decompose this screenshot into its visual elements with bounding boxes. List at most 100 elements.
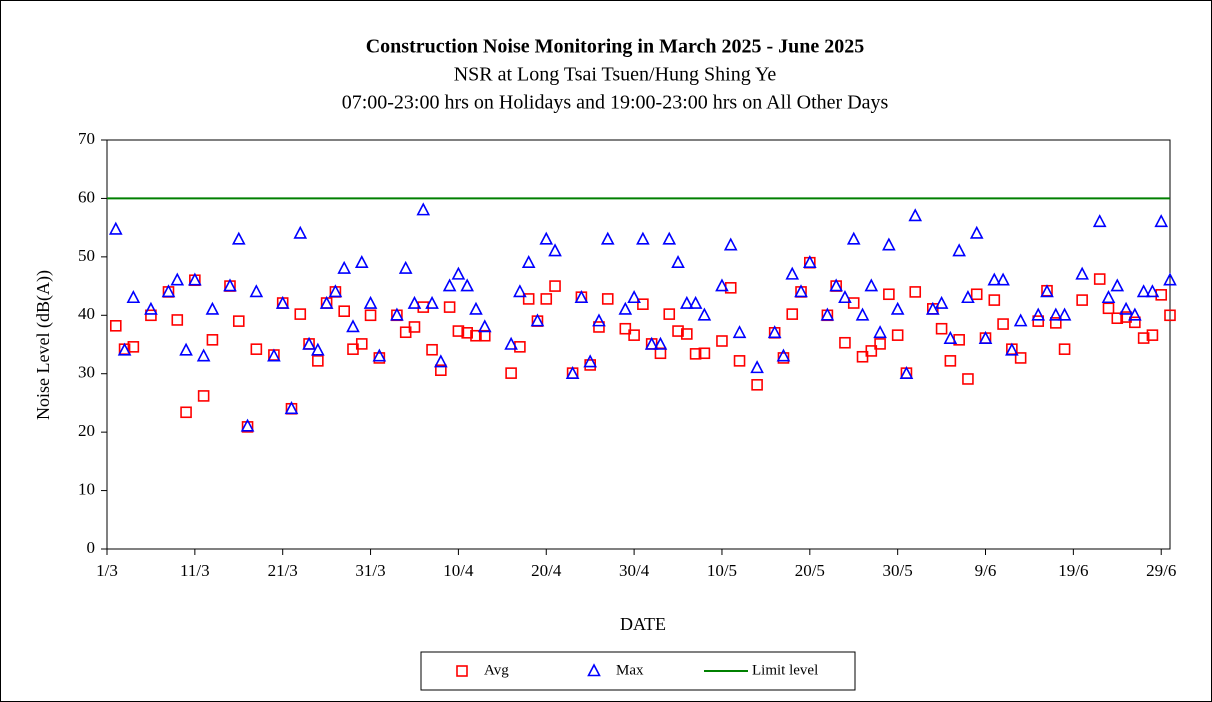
marker-triangle [934, 295, 949, 309]
marker-square [452, 325, 465, 337]
marker-triangle [231, 231, 246, 245]
marker-square [408, 321, 421, 333]
marker-square [180, 406, 192, 419]
marker-triangle [776, 348, 791, 362]
marker-square [338, 305, 350, 317]
x-tick-label: 10/4 [443, 561, 474, 580]
x-tick-label: 30/5 [883, 561, 913, 580]
marker-triangle [943, 330, 958, 344]
legend-label: Max [616, 662, 644, 678]
marker-triangle [398, 260, 413, 274]
marker-triangle [583, 354, 598, 368]
marker-triangle [864, 278, 879, 292]
marker-square [883, 288, 895, 301]
x-tick-label: 20/4 [531, 561, 562, 580]
marker-triangle [477, 319, 492, 333]
marker-square [109, 320, 122, 332]
marker-square [944, 355, 957, 367]
marker-square [1049, 317, 1062, 329]
marker-triangle [161, 284, 176, 298]
marker-triangle [688, 295, 703, 309]
marker-triangle [697, 307, 712, 321]
marker-triangle [521, 254, 536, 269]
marker-square [250, 343, 263, 355]
marker-triangle [794, 284, 808, 298]
marker-square [786, 308, 799, 320]
marker-triangle [1031, 307, 1046, 321]
marker-square [1093, 273, 1106, 285]
marker-square [540, 293, 553, 305]
marker-square [505, 367, 517, 379]
marker-square [874, 338, 886, 350]
marker-triangle [899, 365, 914, 380]
x-tick-label: 9/6 [975, 561, 997, 580]
marker-triangle [223, 278, 237, 292]
marker-triangle [767, 325, 782, 339]
marker-triangle [126, 290, 141, 304]
marker-square [355, 338, 368, 350]
marker-triangle [425, 295, 439, 309]
marker-triangle [302, 336, 316, 350]
marker-square [461, 327, 473, 339]
marker-triangle [671, 254, 685, 269]
legend-label: Limit level [752, 662, 818, 678]
marker-triangle [873, 325, 887, 339]
marker-triangle [108, 221, 123, 235]
marker-square [549, 280, 561, 292]
marker-square [601, 293, 614, 305]
marker-square [1137, 332, 1150, 344]
marker-triangle [249, 284, 264, 298]
marker-square [1102, 302, 1115, 315]
marker-triangle [732, 325, 747, 339]
marker-triangle [802, 254, 817, 269]
x-tick-label: 11/3 [180, 561, 210, 580]
marker-triangle [644, 336, 659, 350]
x-axis-label: DATE [620, 614, 666, 634]
marker-square [839, 336, 851, 349]
marker-triangle [1154, 214, 1169, 228]
marker-square [1164, 309, 1176, 322]
x-tick-label: 19/6 [1058, 561, 1088, 580]
marker-square [206, 334, 219, 346]
marker-triangle [1057, 307, 1072, 321]
legend-label: Avg [484, 662, 509, 678]
marker-triangle [504, 336, 518, 350]
marker-triangle [205, 301, 220, 315]
marker-triangle [996, 272, 1010, 286]
marker-square [777, 352, 790, 364]
marker-triangle [416, 202, 431, 216]
marker-triangle [513, 284, 527, 298]
marker-square [1111, 312, 1124, 325]
marker-square [698, 347, 711, 360]
marker-triangle [1075, 266, 1089, 280]
marker-triangle [337, 260, 352, 274]
subtitle: 07:00-23:00 hrs on Holidays and 19:00-23… [342, 92, 889, 114]
marker-square [426, 343, 438, 356]
marker-triangle [144, 301, 158, 315]
x-tick-label: 29/6 [1146, 561, 1176, 580]
marker-triangle [539, 231, 554, 245]
marker-triangle [293, 225, 308, 239]
marker-square [988, 294, 1001, 306]
marker-triangle [372, 348, 387, 362]
marker-triangle [363, 295, 378, 309]
marker-triangle [1005, 342, 1019, 356]
marker-square [470, 329, 482, 342]
marker-triangle [442, 278, 457, 292]
marker-triangle [1040, 284, 1054, 298]
marker-square [689, 348, 702, 360]
marker-square [1076, 294, 1088, 306]
marker-triangle [908, 208, 923, 222]
marker-square [716, 335, 728, 347]
marker-square [232, 315, 245, 327]
marker-triangle [627, 290, 641, 304]
marker-square [312, 355, 324, 367]
marker-square [663, 308, 676, 320]
marker-triangle [600, 231, 615, 245]
marker-triangle [240, 418, 255, 432]
marker-triangle [1013, 313, 1028, 327]
marker-triangle [170, 272, 185, 286]
y-tick-label: 20 [78, 421, 95, 440]
marker-triangle [890, 301, 905, 315]
